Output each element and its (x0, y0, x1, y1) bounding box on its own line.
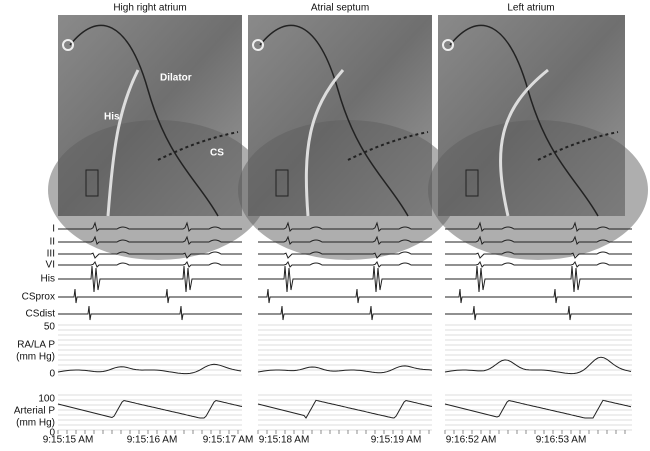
heart-shadow (48, 120, 268, 260)
ecg-trace (258, 235, 432, 245)
trace-label: CSprox (22, 292, 55, 303)
catheter (69, 24, 219, 217)
pressure-label: Arterial P (14, 406, 55, 417)
la-pressure (257, 365, 433, 374)
pressure-unit: (mm Hg) (16, 418, 55, 429)
ecg-trace (58, 261, 242, 268)
device (442, 39, 454, 51)
cs-catheter (347, 131, 429, 161)
panel-title: Left atrium (507, 3, 554, 14)
scale-label: 50 (44, 322, 56, 333)
time-label: 9:15:15 AM (43, 435, 94, 446)
device (252, 39, 264, 51)
la-pressure (57, 363, 242, 375)
ecg-trace (58, 251, 242, 259)
device (275, 169, 289, 197)
trace-label: III (47, 249, 55, 260)
scale-label: 0 (49, 428, 55, 439)
time-label: 9:15:19 AM (371, 435, 422, 446)
cs-trace (58, 288, 242, 304)
ecg-trace (258, 261, 432, 268)
trace-label: VI (46, 260, 55, 271)
ecg-trace (258, 221, 432, 232)
catheter (499, 68, 549, 217)
trace-label: His (41, 274, 55, 285)
ecg-trace (445, 235, 632, 245)
device (85, 169, 99, 197)
catheter (304, 69, 345, 217)
trace-label: II (49, 237, 55, 248)
cs-trace (445, 288, 632, 304)
his-trace (258, 265, 432, 293)
ecg-trace (445, 221, 632, 232)
panel-title: High right atrium (113, 3, 186, 14)
time-label: 9:16:53 AM (536, 435, 587, 446)
catheter (106, 69, 140, 217)
cs-catheter (537, 131, 619, 161)
time-label: 9:15:18 AM (259, 435, 310, 446)
ecg-trace (58, 235, 242, 245)
cs-catheter (157, 131, 239, 161)
image-label: His (104, 112, 120, 123)
arterial-pressure (444, 399, 632, 419)
ecg-trace (258, 251, 432, 259)
scale-label: 100 (38, 394, 55, 405)
device (62, 39, 74, 51)
trace-label: CSdist (26, 309, 56, 320)
arterial-pressure (57, 399, 243, 419)
fluoroscopy-images (48, 15, 648, 260)
heart-shadow (238, 120, 458, 260)
heart-shadow (428, 120, 648, 260)
his-trace (445, 265, 632, 293)
time-label: 9:16:52 AM (446, 435, 497, 446)
image-label: Dilator (160, 73, 192, 84)
ecg-trace (58, 221, 242, 232)
cs-trace (258, 305, 432, 321)
panel-title: Atrial septum (311, 3, 369, 14)
pressure-unit: (mm Hg) (16, 352, 55, 363)
ecg-trace (445, 261, 632, 268)
trace-label: I (52, 224, 55, 235)
time-label: 9:15:17 AM (203, 435, 254, 446)
cs-trace (58, 305, 242, 321)
pressure-label: RA/LA P (17, 340, 55, 351)
time-label: 9:15:16 AM (127, 435, 178, 446)
device (465, 169, 479, 197)
arterial-pressure (257, 399, 433, 419)
his-trace (58, 265, 242, 293)
cs-trace (258, 288, 432, 304)
cs-trace (445, 305, 632, 321)
scale-label: 0 (49, 369, 55, 380)
ecg-trace (445, 251, 632, 259)
catheter (259, 24, 409, 217)
la-pressure (444, 356, 632, 375)
image-label: CS (210, 148, 224, 159)
